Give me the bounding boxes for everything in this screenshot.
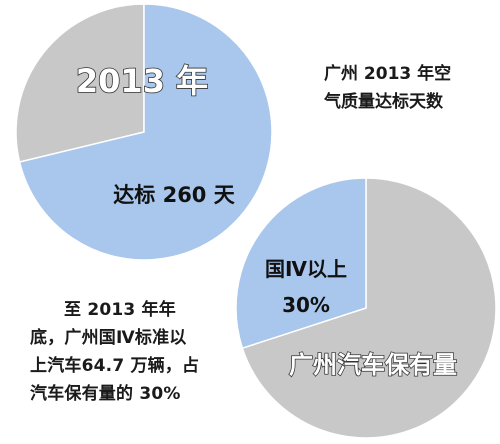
caption-line: 广州 2013 年空	[324, 64, 452, 84]
caption-line: 汽车保有量的 30%	[30, 384, 181, 404]
caption-line: 至 2013 年年	[64, 300, 176, 320]
caption-air-quality: 广州 2013 年空 气质量达标天数	[324, 60, 451, 116]
pie1-title: 2013 年	[76, 62, 208, 100]
pie-chart-vehicles	[235, 177, 497, 439]
pie2-slice-label-line1: 国Ⅳ以上	[265, 257, 347, 281]
caption-line: 底，广州国Ⅳ标准以	[30, 328, 187, 348]
caption-line: 气质量达标天数	[324, 92, 443, 112]
pie2-slice-other	[241, 177, 497, 439]
caption-line: 上汽车64.7 万辆，占	[30, 356, 200, 376]
pie2-slice-euro4	[235, 177, 367, 350]
pie1-slice-other	[15, 3, 145, 163]
pie-chart-2013-days	[15, 3, 273, 261]
pie1-slice-label: 达标 260 天	[113, 183, 235, 207]
pie2-rest-label: 广州汽车保有量	[289, 351, 457, 379]
pie2-slice-label-line2: 30%	[282, 293, 330, 317]
caption-vehicles: 至 2013 年年 底，广州国Ⅳ标准以 上汽车64.7 万辆，占 汽车保有量的 …	[30, 296, 199, 408]
pie1-slice-attained	[18, 3, 273, 261]
